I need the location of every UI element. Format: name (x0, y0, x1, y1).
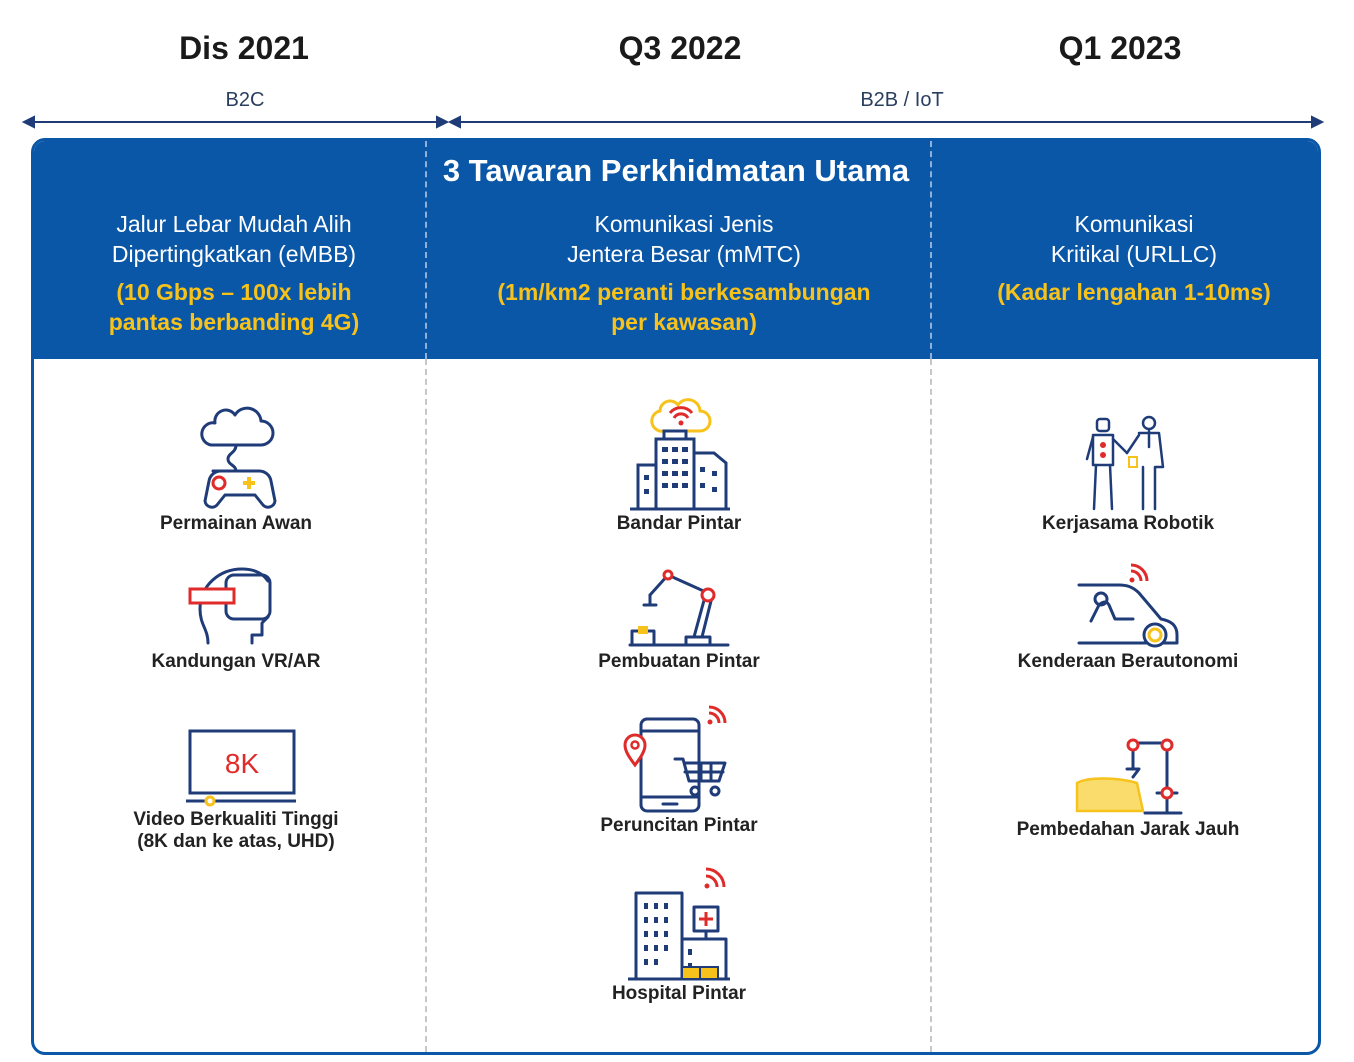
item-hq-video: 8K Video Berkualiti Tinggi (8K dan ke at… (76, 727, 396, 853)
item-label: Hospital Pintar (611, 983, 747, 1004)
item-remote-surgery: Pembedahan Jarak Jauh (968, 733, 1288, 841)
item-robot-collaboration: Kerjasama Robotik (968, 411, 1288, 535)
period-q3-2022: Q3 2022 (618, 30, 742, 66)
column-spec-embb: (10 Gbps – 100x lebih pantas berbanding … (108, 279, 360, 335)
item-label: Pembuatan Pintar (598, 651, 760, 672)
header-divider-2 (930, 141, 932, 359)
item-label: Peruncitan Pintar (600, 815, 758, 836)
segment-b2c: B2C (225, 89, 265, 111)
smart-retail-icon (623, 705, 727, 813)
column-name-embb: Jalur Lebar Mudah Alih Dipertingkatkan (… (111, 211, 357, 267)
panel-header: 3 Tawaran Perkhidmatan Utama Jalur Lebar… (34, 141, 1318, 359)
column-head-urllc: Komunikasi Kritikal (URLLC) (Kadar lenga… (954, 209, 1314, 307)
screen-text: 8K (225, 748, 260, 779)
robot-arm-icon (628, 569, 730, 647)
item-autonomous-vehicle: Kenderaan Berautonomi (968, 561, 1288, 673)
cloud-gamepad-icon (200, 406, 277, 509)
period-dis-2021: Dis 2021 (179, 30, 309, 66)
column-head-embb: Jalur Lebar Mudah Alih Dipertingkatkan (… (54, 209, 414, 337)
service-panel: 3 Tawaran Perkhidmatan Utama Jalur Lebar… (31, 138, 1321, 1055)
item-label: Bandar Pintar (616, 513, 742, 534)
column-head-mmtc: Komunikasi Jenis Jentera Besar (mMTC) (1… (454, 209, 914, 337)
item-vr-ar: Kandungan VR/AR (76, 561, 396, 673)
item-label: Kenderaan Berautonomi (1017, 651, 1239, 672)
item-label: Permainan Awan (159, 513, 313, 534)
column-name-mmtc: Komunikasi Jenis Jentera Besar (mMTC) (567, 211, 801, 267)
panel-title: 3 Tawaran Perkhidmatan Utama (442, 153, 910, 188)
segment-b2b-iot: B2B / IoT (860, 89, 944, 111)
item-label: Kerjasama Robotik (1041, 513, 1215, 534)
item-label: Video Berkualiti Tinggi (8K dan ke atas,… (133, 809, 339, 852)
item-smart-retail: Peruncitan Pintar (519, 701, 839, 837)
item-label: Pembedahan Jarak Jauh (1016, 819, 1240, 840)
timeline-arrows (21, 115, 1325, 129)
smart-city-icon (630, 398, 730, 511)
column-name-urllc: Komunikasi Kritikal (URLLC) (1050, 211, 1218, 267)
8k-tv-icon: 8K (186, 729, 296, 807)
column-spec-urllc: (Kadar lengahan 1-10ms) (997, 279, 1271, 305)
item-label: Kandungan VR/AR (151, 651, 321, 672)
robot-handshake-icon (1085, 415, 1165, 511)
column-divider-2 (930, 359, 932, 1052)
column-spec-mmtc: (1m/km2 peranti berkesambungan per kawas… (497, 279, 871, 335)
vr-headset-icon (188, 567, 272, 645)
hospital-icon (628, 867, 730, 981)
header-divider-1 (425, 141, 427, 359)
remote-surgery-icon (1075, 738, 1183, 815)
column-divider-1 (425, 359, 427, 1052)
item-smart-hospital: Hospital Pintar (519, 865, 839, 1005)
period-q1-2023: Q1 2023 (1058, 30, 1182, 66)
item-cloud-gaming: Permainan Awan (76, 403, 396, 535)
autonomous-car-icon (1077, 563, 1179, 648)
item-smart-manufacturing: Pembuatan Pintar (519, 567, 839, 673)
item-smart-city: Bandar Pintar (519, 387, 839, 535)
